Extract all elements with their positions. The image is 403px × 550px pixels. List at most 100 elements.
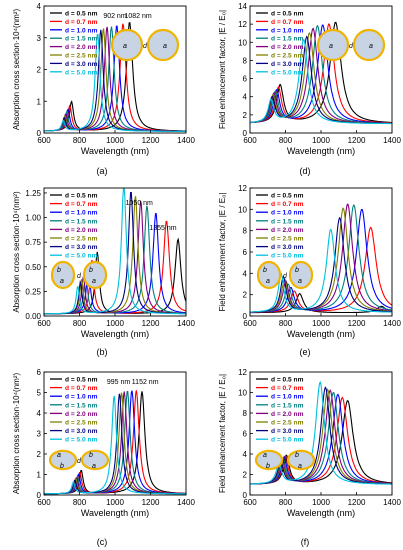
inset-label: b — [263, 267, 267, 274]
legend-label: d = 2.0 nm — [65, 44, 98, 51]
legend-label: d = 0.7 nm — [65, 19, 98, 26]
y-tick-label: 4 — [243, 93, 248, 102]
annotation-label: 1355 nm — [149, 225, 176, 232]
chart-panel: 600 800 1000 1200 1400 0 2 4 6 8 10 12 Wavelength (n… — [218, 368, 401, 547]
legend-label: d = 2.5 nm — [65, 420, 98, 427]
inset-label: a — [92, 463, 96, 470]
series-line — [250, 292, 393, 314]
x-tick-label: 600 — [243, 136, 257, 145]
x-tick-label: 1400 — [177, 498, 195, 507]
y-tick-label: 1 — [37, 97, 42, 106]
particle-shape — [316, 28, 350, 62]
chart-panel: 600 800 1000 1200 1400 0 1 2 3 4 Wavelength (nm) Ab… — [12, 2, 195, 176]
y-tick-label: 4 — [243, 269, 248, 278]
inset-label: b — [89, 452, 93, 459]
y-tick-label: 14 — [238, 2, 247, 11]
y-tick-label: 4 — [243, 450, 248, 459]
inset-label: d — [77, 458, 82, 465]
y-axis-label: Absorption cross section·10⁴(nm²) — [12, 9, 21, 131]
annotations: 1050 nm 1355 nm — [126, 200, 177, 232]
x-tick-label: 1000 — [312, 498, 330, 507]
inset-label: d — [349, 43, 354, 50]
legend-label: d = 1.5 nm — [271, 402, 304, 409]
y-tick-label: 0.50 — [25, 263, 41, 272]
x-tick-label: 600 — [243, 498, 257, 507]
legend-label: d = 0.7 nm — [271, 19, 304, 26]
x-tick-label: 1200 — [142, 498, 160, 507]
x-tick-label: 800 — [73, 136, 87, 145]
y-tick-label: 2 — [37, 450, 42, 459]
x-axis-label: Wavelength (nm) — [287, 508, 355, 518]
legend-label: d = 1.0 nm — [65, 394, 98, 401]
panel-caption: (d) — [300, 166, 311, 176]
panel-caption: (e) — [300, 347, 311, 357]
x-axis-label: Wavelength (nm) — [81, 508, 149, 518]
legend-label: d = 3.0 nm — [65, 61, 98, 68]
chart-panel: 600 800 1000 1200 1400 0.00 0.25 0.50 0.75 1.00 1.… — [12, 187, 195, 357]
legend-label: d = 5.0 nm — [65, 69, 98, 76]
y-tick-label: 2 — [243, 111, 248, 120]
y-tick-label: 4 — [37, 409, 42, 418]
legend-label: d = 0.7 nm — [271, 385, 304, 392]
legend: d = 0.5 nmd = 0.7 nmd = 1.0 nmd = 1.5 nm… — [256, 11, 304, 76]
legend-label: d = 3.0 nm — [65, 244, 98, 251]
inset-label: b — [60, 463, 64, 470]
particle-shape — [256, 260, 282, 290]
x-axis-label: Wavelength (nm) — [81, 329, 149, 339]
inset-label: a — [298, 278, 302, 285]
legend-label: d = 2.0 nm — [65, 227, 98, 234]
inset-label: d — [143, 43, 148, 50]
legend-label: d = 2.0 nm — [65, 411, 98, 418]
panel-caption: (a) — [97, 166, 108, 176]
inset-label: d — [77, 273, 82, 280]
y-tick-label: 8 — [243, 56, 248, 65]
x-tick-label: 1000 — [106, 136, 124, 145]
y-tick-label: 4 — [37, 2, 42, 11]
panel-caption: (c) — [97, 537, 108, 547]
inset-label: b — [57, 267, 61, 274]
series-line — [250, 216, 393, 313]
legend-label: d = 5.0 nm — [271, 253, 304, 260]
legend-label: d = 0.7 nm — [65, 385, 98, 392]
y-tick-label: 0 — [37, 491, 42, 500]
legend: d = 0.5 nmd = 0.7 nmd = 1.0 nmd = 1.5 nm… — [50, 377, 98, 444]
y-tick-label: 6 — [243, 430, 248, 439]
legend-label: d = 0.5 nm — [65, 193, 98, 200]
x-tick-label: 1400 — [383, 498, 401, 507]
legend-label: d = 1.5 nm — [271, 218, 304, 225]
particle-shape — [82, 260, 108, 290]
chart-panel: 600 800 1000 1200 1400 0 2 4 6 8 10 12 Wavelength (n… — [218, 184, 401, 357]
inset-label: d — [283, 458, 288, 465]
y-tick-label: 2 — [243, 471, 248, 480]
y-tick-label: 12 — [238, 368, 247, 377]
x-tick-label: 800 — [73, 319, 87, 328]
y-tick-label: 6 — [243, 75, 248, 84]
legend-label: d = 1.0 nm — [65, 210, 98, 217]
y-tick-label: 1.00 — [25, 214, 41, 223]
x-tick-label: 1400 — [383, 136, 401, 145]
legend-label: d = 5.0 nm — [271, 437, 304, 444]
y-tick-label: 0.75 — [25, 238, 41, 247]
x-axis-label: Wavelength (nm) — [81, 146, 149, 156]
particle-shape — [80, 449, 110, 471]
x-tick-label: 1200 — [142, 136, 160, 145]
particle-shape — [352, 28, 386, 62]
legend-label: d = 0.7 nm — [271, 201, 304, 208]
legend-label: d = 0.5 nm — [271, 11, 304, 18]
annotation-label: 995 nm — [107, 379, 131, 386]
y-tick-label: 12 — [238, 20, 247, 29]
series-line — [250, 209, 393, 313]
panel-caption: (b) — [97, 347, 108, 357]
y-tick-label: 5 — [37, 389, 42, 398]
legend-label: d = 2.0 nm — [271, 227, 304, 234]
x-tick-label: 1000 — [312, 319, 330, 328]
legend-label: d = 5.0 nm — [271, 69, 304, 76]
x-tick-label: 600 — [243, 319, 257, 328]
y-tick-label: 8 — [243, 227, 248, 236]
